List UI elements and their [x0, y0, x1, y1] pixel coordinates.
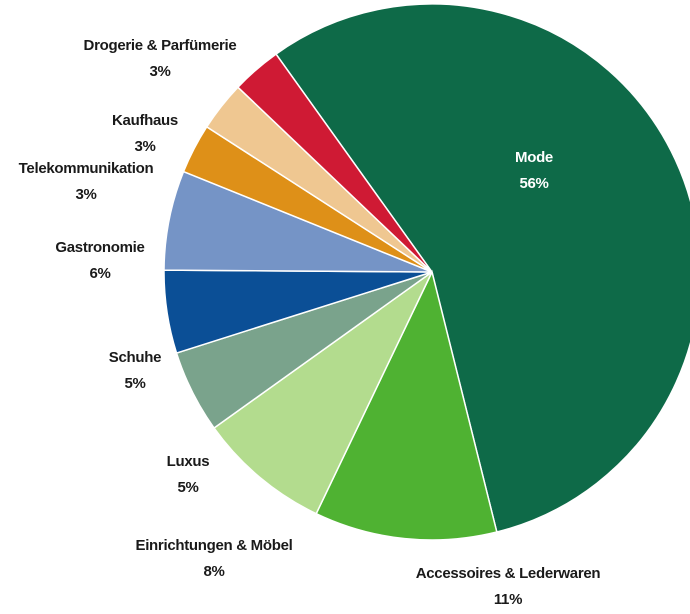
slice-label: Kaufhaus — [112, 112, 178, 129]
slice-percent-label: 56% — [519, 175, 548, 192]
pie-slice-accessoires-lederwaren — [315, 269, 498, 541]
slice-percent-label: 5% — [177, 479, 198, 496]
pie-slice-einrichtungen-m-bel — [213, 271, 433, 515]
slice-label: Drogerie & Parfümerie — [84, 37, 237, 54]
slice-label: Accessoires & Lederwaren — [416, 565, 601, 582]
slice-percent-label: 6% — [89, 265, 110, 282]
slice-percent-label: 3% — [149, 63, 170, 80]
pie-slice-drogerie-parf-merie — [236, 53, 433, 273]
pie-slice-mode — [274, 3, 690, 533]
slice-label: Schuhe — [109, 349, 161, 366]
slice-percent-label: 11% — [494, 591, 522, 608]
slice-label: Mode — [515, 149, 553, 166]
pie-slices — [163, 3, 690, 541]
slice-label: Einrichtungen & Möbel — [135, 537, 292, 554]
slice-percent-label: 3% — [134, 138, 155, 155]
slice-percent-label: 8% — [203, 563, 224, 580]
slice-percent-label: 5% — [124, 375, 145, 392]
slice-label: Gastronomie — [55, 239, 144, 256]
slice-label: Luxus — [167, 453, 210, 470]
slice-percent-label: 3% — [75, 186, 96, 203]
slice-label: Telekommunikation — [19, 160, 154, 177]
pie-labels: Mode 56% Accessoires & Lederwaren 11% Einric… — [19, 37, 601, 608]
